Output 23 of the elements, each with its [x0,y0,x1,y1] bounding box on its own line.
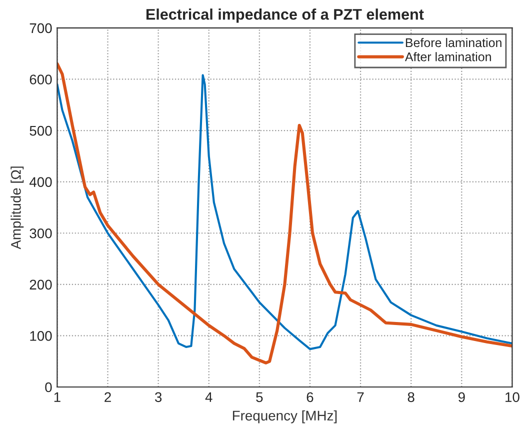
x-tick-label: 4 [205,392,212,402]
y-tick-label: 300 [30,228,52,238]
x-tick-label: 3 [154,392,162,402]
x-tick-label: 9 [458,392,465,402]
x-tick-label: 10 [506,392,520,402]
x-axis-title: Frequency [MHz] [232,410,337,424]
y-tick-label: 500 [30,126,52,136]
y-tick-label: 600 [30,74,52,84]
y-tick-label: 400 [29,177,52,187]
x-tick-label: 2 [104,392,111,402]
x-tick-label: 1 [54,392,60,402]
x-tick-label: 6 [306,392,314,402]
y-tick-label: 200 [30,280,52,290]
chart-title: Electrical impedance of a PZT element [146,8,424,23]
x-tick-label: 5 [256,392,263,402]
y-tick-label: 700 [30,23,52,34]
y-tick-label: 100 [30,331,52,341]
y-tick-label: 0 [45,382,52,392]
legend-label: After lamination [404,52,491,62]
x-tick-label: 7 [357,392,364,402]
legend-label: Before lamination [406,38,502,48]
y-axis-title: Amplitude [Ω] [10,166,24,250]
x-tick-label: 8 [408,392,414,402]
